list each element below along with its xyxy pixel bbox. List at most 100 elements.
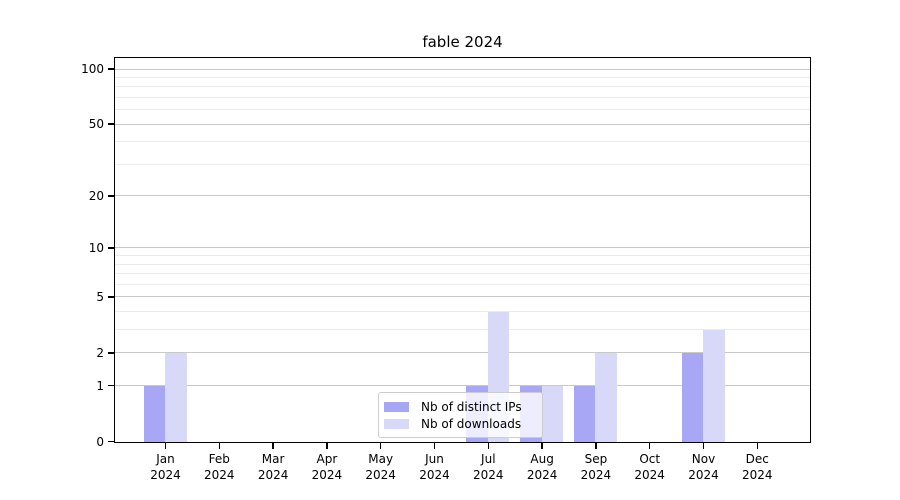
x-label-month: Oct	[639, 452, 661, 466]
x-axis-tick	[326, 443, 328, 449]
x-axis-tick	[218, 443, 221, 449]
x-label-year: 2024	[257, 468, 289, 482]
x-label-month: Dec	[745, 452, 769, 466]
bar-distinct-ips	[143, 386, 165, 442]
x-axis-tick-label: Dec 2024	[725, 451, 789, 483]
x-label-year: 2024	[204, 468, 235, 482]
y-axis-tick	[108, 195, 114, 197]
x-label-year: 2024	[365, 468, 396, 482]
legend-rows: Nb of distinct IPs Nb of downloads	[384, 399, 542, 432]
x-axis-tick	[379, 443, 382, 449]
y-major-gridline	[115, 247, 810, 249]
y-minor-gridline	[115, 273, 810, 275]
x-label-month: Jun	[425, 452, 444, 466]
y-major-gridline	[115, 68, 810, 70]
x-axis-tick	[541, 443, 543, 449]
x-axis-tick	[702, 443, 705, 449]
x-label-month: Apr	[316, 452, 338, 466]
y-minor-gridline	[115, 311, 810, 313]
y-axis-tick-label: 0	[96, 434, 104, 449]
bar-downloads	[595, 353, 617, 442]
y-major-gridline	[115, 195, 810, 197]
x-axis-tick	[433, 443, 436, 449]
x-label-month: Feb	[208, 452, 230, 466]
x-axis-tick-label: Feb 2024	[187, 451, 251, 483]
y-minor-gridline	[115, 97, 810, 98]
x-label-month: Nov	[691, 452, 716, 466]
bar-downloads	[541, 386, 564, 442]
y-axis-tick	[108, 384, 114, 387]
x-label-year: 2024	[419, 468, 450, 482]
x-axis-tick	[164, 443, 167, 449]
y-axis-tick-label: 5	[96, 289, 104, 304]
x-axis-tick	[272, 443, 274, 449]
y-minor-gridline	[115, 163, 810, 165]
chart-title: fable 2024	[422, 33, 503, 51]
bar-distinct-ips	[681, 353, 703, 442]
y-minor-gridline	[115, 255, 810, 257]
legend-item: Nb of distinct IPs	[384, 399, 542, 415]
x-label-year: 2024	[580, 468, 612, 482]
y-axis-tick	[108, 247, 114, 249]
y-major-gridline	[115, 123, 810, 125]
x-label-year: 2024	[473, 468, 504, 482]
x-label-month: Jul	[481, 452, 496, 466]
x-axis-tick-label: Apr 2024	[295, 451, 359, 483]
x-axis-tick-label: Jan 2024	[134, 451, 198, 483]
x-label-month: Mar	[261, 452, 285, 466]
x-label-year: 2024	[150, 468, 181, 482]
bar-downloads	[703, 330, 725, 442]
legend-swatch	[384, 419, 409, 429]
y-minor-gridline	[115, 263, 810, 265]
y-axis-tick-label: 50	[88, 117, 104, 132]
y-minor-gridline	[115, 86, 810, 88]
x-axis-tick	[595, 443, 597, 449]
y-minor-gridline	[115, 76, 810, 78]
x-axis-tick-label: Aug 2024	[510, 451, 574, 483]
plot-area	[114, 57, 811, 443]
legend-item: Nb of downloads	[384, 416, 542, 432]
x-axis-tick	[756, 443, 759, 449]
x-label-year: 2024	[311, 468, 343, 482]
x-axis-tick-label: Nov 2024	[672, 451, 736, 483]
y-axis-tick	[108, 352, 114, 354]
x-axis-tick	[648, 443, 651, 449]
x-axis-tick-label: May 2024	[349, 451, 413, 483]
x-axis-tick-label: Sep 2024	[564, 451, 628, 483]
x-label-year: 2024	[688, 468, 719, 482]
y-axis-tick-label: 2	[96, 345, 104, 360]
x-label-month: May	[368, 452, 394, 466]
y-axis-tick	[108, 440, 114, 443]
legend-label: Nb of distinct IPs	[421, 400, 522, 414]
y-axis-tick-label: 1	[96, 378, 104, 393]
x-axis-tick-label: Jul 2024	[456, 451, 520, 483]
x-axis-tick-label: Jun 2024	[403, 451, 467, 483]
y-minor-gridline	[115, 141, 810, 143]
legend: Nb of distinct IPs Nb of downloads	[378, 392, 543, 438]
y-axis-tick	[108, 123, 114, 125]
y-major-gridline	[115, 352, 810, 354]
x-label-year: 2024	[634, 468, 665, 482]
y-axis-tick-label: 100	[81, 62, 104, 77]
y-major-gridline	[115, 385, 810, 387]
y-axis-tick	[108, 296, 114, 298]
x-axis-tick-label: Oct 2024	[618, 451, 682, 483]
bar-distinct-ips	[573, 386, 596, 442]
y-axis-tick-label: 20	[88, 188, 104, 203]
x-label-year: 2024	[742, 468, 773, 482]
x-label-month: Sep	[584, 452, 608, 466]
y-minor-gridline	[115, 283, 810, 285]
y-minor-gridline	[115, 109, 810, 111]
y-axis-tick-label: 10	[88, 240, 104, 255]
x-axis-tick	[487, 443, 490, 449]
x-label-month: Jan	[156, 452, 175, 466]
y-minor-gridline	[115, 329, 810, 331]
legend-label: Nb of downloads	[421, 417, 522, 431]
x-label-month: Aug	[530, 452, 554, 466]
bar-downloads	[165, 353, 187, 442]
legend-swatch	[384, 402, 409, 412]
x-label-year: 2024	[526, 468, 558, 482]
y-major-gridline	[115, 296, 810, 298]
y-axis-tick	[108, 68, 114, 70]
